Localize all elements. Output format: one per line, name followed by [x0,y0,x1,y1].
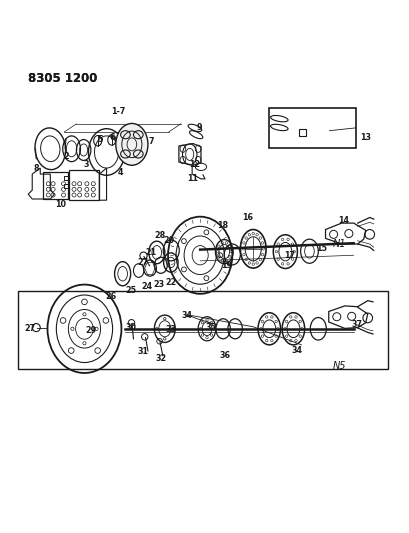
Text: 1-7: 1-7 [111,107,126,116]
Text: 24: 24 [141,282,152,291]
Text: 35: 35 [205,323,216,332]
Text: 15: 15 [315,244,326,253]
Text: 27: 27 [137,258,148,267]
Text: 26: 26 [105,292,116,301]
Bar [69,170,99,200]
Text: 18: 18 [217,221,228,230]
Text: 8305 1200: 8305 1200 [28,72,97,85]
Text: 31: 31 [137,347,148,356]
Text: 12: 12 [189,159,200,168]
Text: 11: 11 [187,174,198,183]
Text: 14: 14 [337,216,348,225]
Text: 23: 23 [153,280,164,289]
Text: 34: 34 [291,346,302,356]
Text: 30: 30 [125,323,136,332]
Text: 2: 2 [63,151,69,160]
Text: 32: 32 [155,354,166,364]
Text: N5: N5 [332,361,346,371]
Text: 7: 7 [148,138,153,147]
Text: 13: 13 [360,133,370,142]
Text: 29: 29 [85,326,96,335]
Text: 16: 16 [241,213,252,222]
Text: 36: 36 [219,351,230,360]
Text: 3: 3 [83,159,89,168]
Text: 22: 22 [165,278,176,287]
Text: 6: 6 [110,133,115,142]
Text: 34: 34 [181,311,192,320]
Ellipse shape [115,124,148,165]
Bar [18,290,387,369]
Text: 27: 27 [25,324,36,333]
Text: 10: 10 [55,200,66,209]
Text: 25: 25 [125,286,136,295]
Text: 4: 4 [117,167,123,176]
Text: 20: 20 [163,236,174,245]
Text: 8305 1200: 8305 1200 [28,72,97,85]
Bar [269,108,355,148]
Text: 9: 9 [196,123,201,132]
Text: 37: 37 [351,320,362,329]
Text: 21: 21 [145,248,156,257]
Bar [43,172,68,199]
Bar [298,129,306,135]
Text: 33: 33 [165,326,176,335]
Text: 28: 28 [154,231,165,240]
Text: 19: 19 [221,261,232,270]
Text: 17: 17 [283,251,294,260]
Text: 8: 8 [34,164,39,173]
Text: N1: N1 [332,239,346,249]
Text: 5: 5 [97,135,103,144]
